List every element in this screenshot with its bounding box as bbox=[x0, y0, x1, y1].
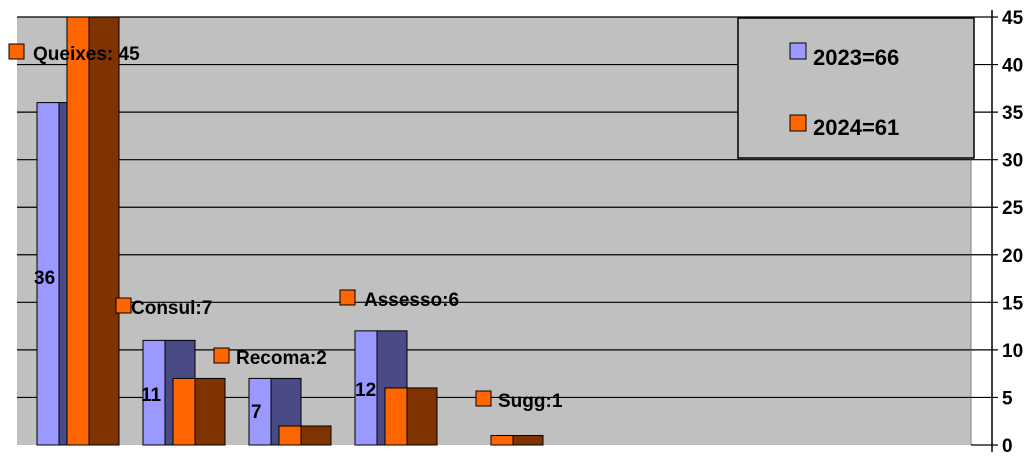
y-tick-label: 20 bbox=[1002, 246, 1023, 267]
data-label-2023: 7 bbox=[251, 402, 262, 423]
y-tick-label: 35 bbox=[1002, 103, 1024, 124]
y-tick-label: 15 bbox=[1002, 293, 1024, 314]
bar-2024-side bbox=[512, 434, 544, 446]
y-tick-label: 30 bbox=[1002, 151, 1023, 172]
legend-swatch-2024 bbox=[789, 114, 807, 132]
data-label-2023: 12 bbox=[355, 380, 376, 401]
data-label-2024: Recoma:2 bbox=[236, 348, 327, 369]
data-label-2023: 36 bbox=[34, 268, 55, 289]
bar-2024-side bbox=[194, 377, 226, 446]
bar-2024 bbox=[278, 425, 302, 446]
data-label-2024: Sugg:1 bbox=[498, 391, 563, 412]
bar-2024-side bbox=[300, 425, 332, 446]
data-label-2024: Assesso:6 bbox=[364, 290, 459, 311]
y-tick-label: 5 bbox=[1002, 388, 1013, 409]
data-label-2024: Consul:7 bbox=[131, 298, 212, 319]
data-label-marker bbox=[475, 390, 492, 407]
data-label-marker bbox=[339, 289, 356, 306]
data-label-marker bbox=[8, 43, 25, 60]
data-label-2024: Queixes: 45 bbox=[33, 44, 140, 65]
bar-2024 bbox=[384, 387, 408, 446]
y-axis: 0 5 10 15 20 25 30 35 40 45 bbox=[970, 8, 1024, 457]
y-tick-label: 10 bbox=[1002, 341, 1023, 362]
bars bbox=[36, 16, 544, 446]
bar-2024-side bbox=[406, 387, 438, 446]
y-tick-label: 0 bbox=[1002, 436, 1013, 457]
bar-2024 bbox=[66, 16, 90, 446]
data-labels: 36 11 7 12 Queixes: 45 Consul:7 Recoma:2 Assess… bbox=[8, 43, 563, 423]
data-label-marker bbox=[213, 347, 230, 364]
data-label-marker bbox=[115, 297, 132, 314]
bar-2024 bbox=[490, 434, 514, 446]
data-label-2023: 11 bbox=[141, 385, 162, 406]
legend-box bbox=[737, 17, 975, 159]
legend-label-2024: 2024=61 bbox=[813, 115, 899, 140]
y-tick-label: 45 bbox=[1002, 8, 1024, 29]
y-tick-label: 25 bbox=[1002, 198, 1024, 219]
legend: 2023=66 2024=61 bbox=[737, 17, 975, 159]
bar-2024 bbox=[172, 377, 196, 446]
bar-2024-side bbox=[88, 16, 120, 446]
legend-label-2023: 2023=66 bbox=[813, 45, 899, 70]
legend-swatch-2023 bbox=[789, 42, 807, 60]
y-tick-label: 40 bbox=[1002, 56, 1023, 77]
